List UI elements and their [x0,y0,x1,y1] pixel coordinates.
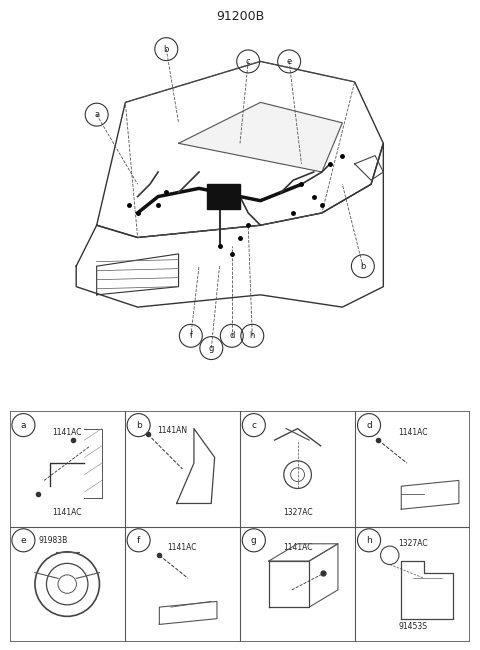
Text: c: c [246,57,251,66]
Text: 1327AC: 1327AC [283,508,312,517]
Text: 1141AC: 1141AC [52,508,82,517]
Text: 1141AC: 1141AC [283,543,312,552]
Text: b: b [164,45,169,54]
Text: 1141AC: 1141AC [52,428,82,437]
Text: c: c [252,421,256,430]
Bar [207,185,240,209]
Text: f: f [189,332,192,341]
Text: 91453S: 91453S [398,622,427,631]
Text: d: d [229,332,235,341]
Text: g: g [209,344,214,352]
Text: h: h [366,536,372,545]
Text: e: e [287,57,292,66]
Text: a: a [94,110,99,119]
Text: d: d [366,421,372,430]
Text: 91983B: 91983B [38,536,68,545]
Text: f: f [137,536,140,545]
Text: a: a [21,421,26,430]
Text: h: h [250,332,255,341]
Text: 1327AC: 1327AC [398,540,428,549]
Text: 1141AC: 1141AC [398,428,428,437]
Text: b: b [136,421,142,430]
Text: b: b [360,262,366,270]
Text: e: e [21,536,26,545]
Text: 91200B: 91200B [216,10,264,23]
Text: g: g [251,536,257,545]
Polygon shape [179,102,342,172]
Text: 1141AN: 1141AN [157,426,187,436]
Text: 1141AC: 1141AC [168,543,197,552]
